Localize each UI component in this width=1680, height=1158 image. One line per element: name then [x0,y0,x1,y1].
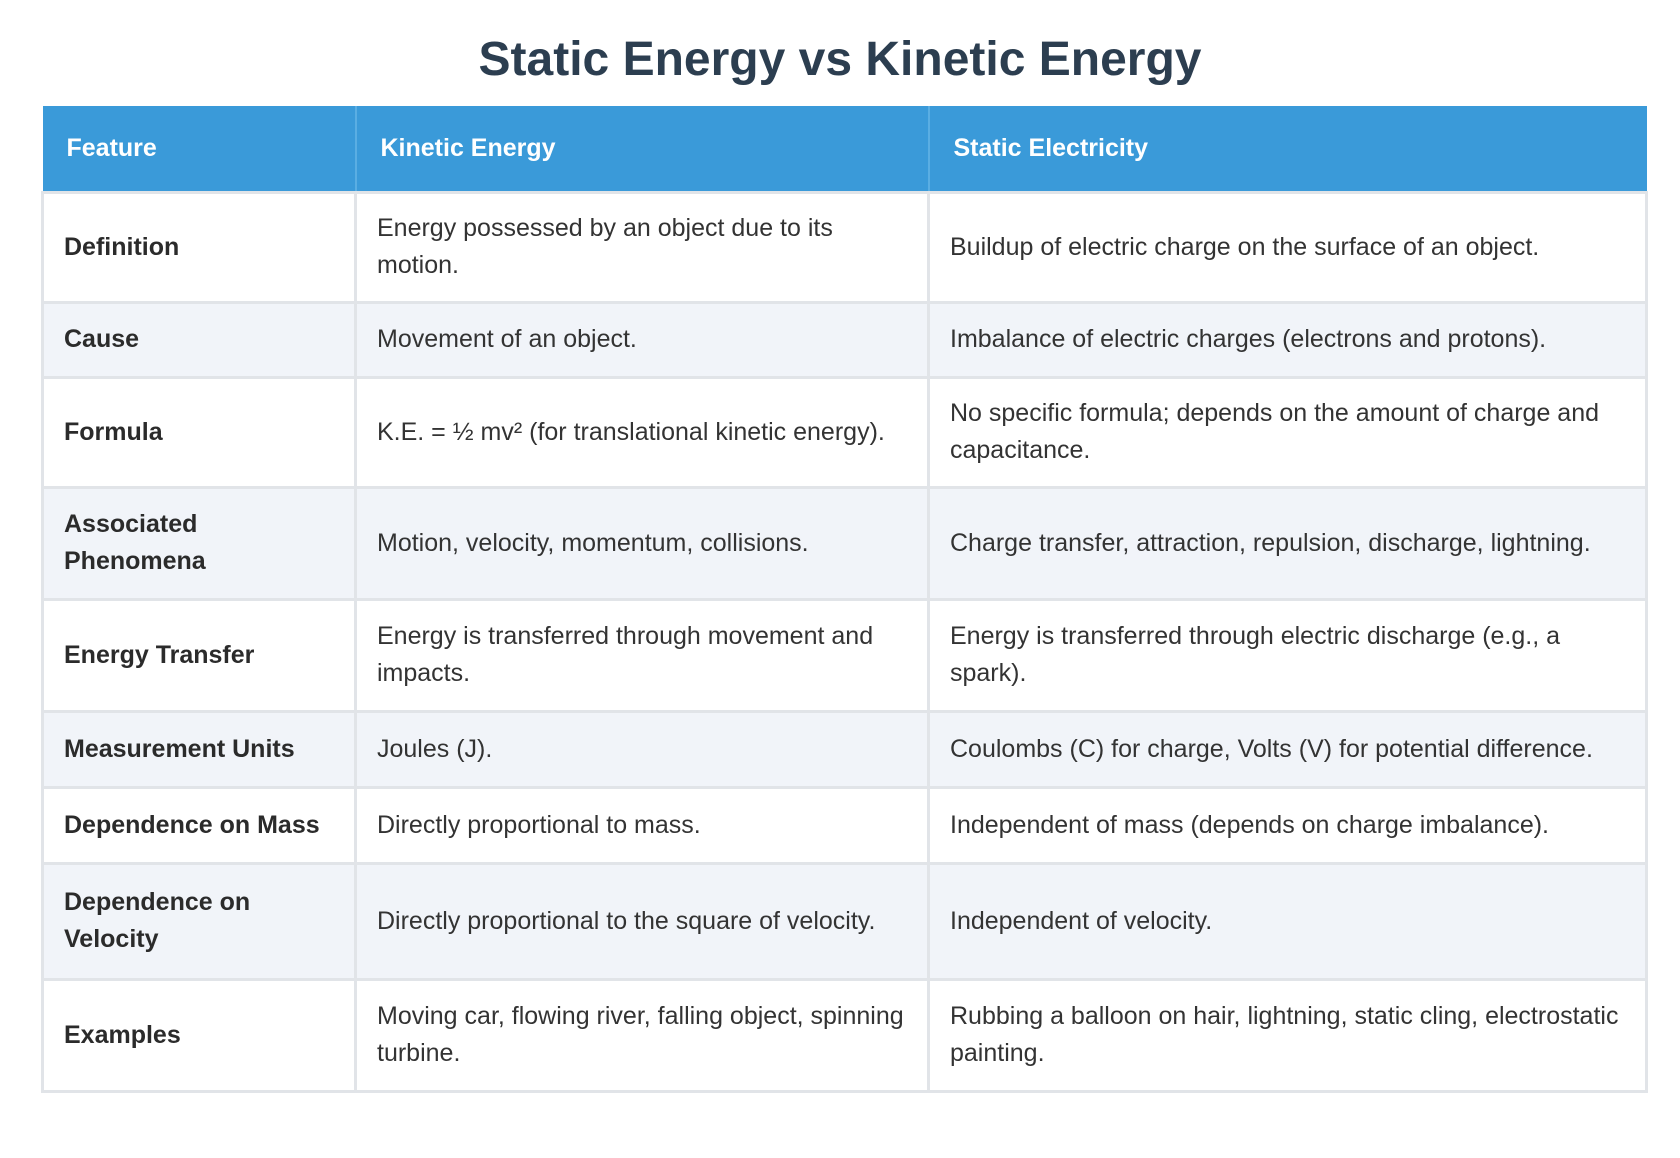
static-cell: Independent of mass (depends on charge i… [927,785,1648,865]
kinetic-cell: Moving car, flowing river, falling objec… [354,977,930,1093]
table-header: Feature Kinetic Energy Static Electricit… [42,106,1647,192]
table-row: Associated Phenomena Motion, velocity, m… [41,485,1648,601]
kinetic-cell: Energy is transferred through movement a… [354,597,930,713]
static-cell: No specific formula; depends on the amou… [927,375,1648,489]
static-cell: Imbalance of electric charges (electrons… [927,300,1648,379]
header-feature: Feature [42,106,357,192]
table-row: Measurement Units Joules (J). Coulombs (… [41,709,1648,789]
static-cell: Energy is transferred through electric d… [927,597,1648,713]
feature-cell: Associated Phenomena [41,485,357,601]
table-row: Energy Transfer Energy is transferred th… [41,597,1648,713]
header-kinetic-energy: Kinetic Energy [355,106,930,192]
table-body: Definition Energy possessed by an object… [41,190,1648,1093]
feature-cell: Energy Transfer [41,597,357,713]
header-row: Feature Kinetic Energy Static Electricit… [42,106,1647,192]
kinetic-cell: Directly proportional to the square of v… [354,861,930,981]
feature-cell: Cause [41,300,357,379]
kinetic-cell: K.E. = ½ mv² (for translational kinetic … [354,375,930,489]
kinetic-cell: Energy possessed by an object due to its… [354,190,930,304]
kinetic-cell: Motion, velocity, momentum, collisions. [354,485,930,601]
table-row: Definition Energy possessed by an object… [41,190,1648,304]
feature-cell: Definition [41,190,357,304]
feature-cell: Examples [41,977,357,1093]
feature-cell: Dependence on Mass [41,785,357,865]
kinetic-cell: Joules (J). [354,709,930,789]
kinetic-cell: Movement of an object. [354,300,930,379]
static-cell: Coulombs (C) for charge, Volts (V) for p… [927,709,1648,789]
table-row: Formula K.E. = ½ mv² (for translational … [41,375,1648,489]
table-row: Dependence on Mass Directly proportional… [41,785,1648,865]
comparison-table: Feature Kinetic Energy Static Electricit… [41,106,1648,1093]
page-title: Static Energy vs Kinetic Energy [478,33,1202,86]
table-row: Examples Moving car, flowing river, fall… [41,977,1648,1093]
static-cell: Charge transfer, attraction, repulsion, … [927,485,1648,601]
feature-cell: Formula [41,375,357,489]
feature-cell: Measurement Units [41,709,357,789]
table-row: Cause Movement of an object. Imbalance o… [41,300,1648,379]
feature-cell: Dependence on Velocity [41,861,357,981]
header-static-electricity: Static Electricity [928,106,1647,192]
table-row: Dependence on Velocity Directly proporti… [41,861,1648,981]
static-cell: Buildup of electric charge on the surfac… [927,190,1648,304]
kinetic-cell: Directly proportional to mass. [354,785,930,865]
static-cell: Rubbing a balloon on hair, lightning, st… [927,977,1648,1093]
static-cell: Independent of velocity. [927,861,1648,981]
